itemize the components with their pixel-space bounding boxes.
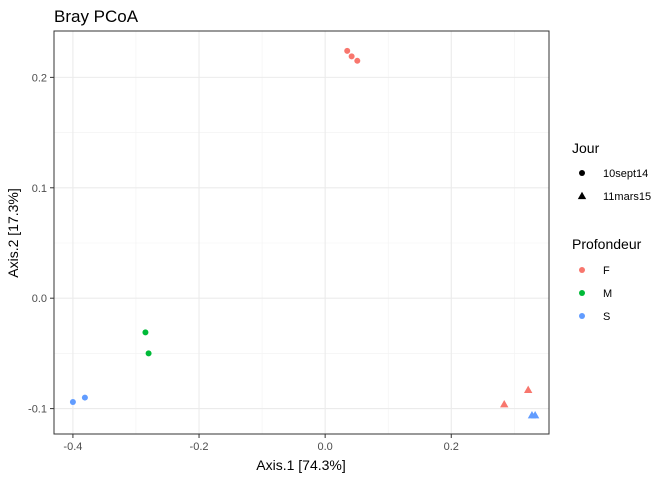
data-point bbox=[523, 385, 533, 393]
data-point bbox=[81, 394, 88, 401]
legend-label-profondeur: M bbox=[603, 288, 612, 300]
legend-jour-entries: 10sept14 11mars15 bbox=[577, 168, 651, 203]
grid-lines bbox=[54, 31, 549, 434]
legend-title-profondeur: Profondeur bbox=[572, 236, 642, 252]
legend-label-profondeur: S bbox=[603, 311, 610, 323]
x-axis: -0.4 -0.2 0.0 0.2 bbox=[63, 434, 459, 453]
x-axis-title: Axis.1 [74.3%] bbox=[256, 457, 346, 473]
x-tick-label: -0.4 bbox=[63, 441, 82, 453]
legend-key-color bbox=[579, 267, 585, 273]
chart-title: Bray PCoA bbox=[54, 7, 139, 26]
data-point bbox=[354, 57, 361, 64]
y-tick-label: 0.1 bbox=[32, 183, 47, 195]
y-tick-label: -0.1 bbox=[28, 404, 47, 416]
legend-label-jour: 11mars15 bbox=[603, 191, 651, 203]
legend-label-profondeur: F bbox=[603, 265, 610, 277]
data-point bbox=[69, 398, 76, 405]
legend-title-jour: Jour bbox=[572, 140, 600, 156]
legend-label-jour: 10sept14 bbox=[603, 168, 648, 180]
x-tick-label: -0.2 bbox=[190, 441, 209, 453]
legend-key-color bbox=[579, 313, 585, 319]
legend-profondeur-entries: FMS bbox=[579, 265, 612, 323]
legend-key-circle bbox=[579, 170, 585, 176]
x-tick-label: 0.0 bbox=[317, 441, 332, 453]
data-point bbox=[344, 47, 351, 54]
data-points bbox=[69, 47, 540, 419]
y-axis-title: Axis.2 [17.3%] bbox=[5, 188, 21, 278]
legend-key-color bbox=[579, 290, 585, 296]
data-point bbox=[530, 411, 540, 419]
data-point bbox=[348, 53, 355, 60]
legend-key-triangle bbox=[577, 191, 587, 200]
data-point bbox=[145, 350, 152, 357]
x-tick-label: 0.2 bbox=[444, 441, 459, 453]
legend: Jour 10sept14 11mars15 Profondeur FMS bbox=[572, 140, 651, 323]
data-point bbox=[142, 329, 149, 336]
y-axis: -0.1 0.0 0.1 0.2 bbox=[28, 72, 54, 416]
plot-panel bbox=[53, 30, 550, 435]
y-tick-label: 0.2 bbox=[32, 72, 47, 84]
data-point bbox=[500, 399, 509, 408]
y-tick-label: 0.0 bbox=[32, 293, 47, 305]
